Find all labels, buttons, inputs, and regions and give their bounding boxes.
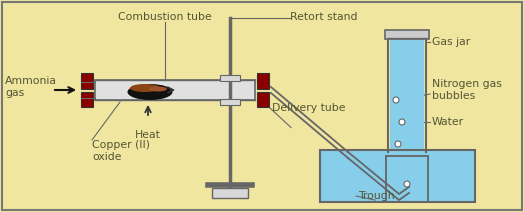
Text: Gas jar: Gas jar — [432, 37, 470, 47]
Text: Combustion tube: Combustion tube — [118, 12, 212, 22]
Bar — [220, 75, 240, 81]
Text: Nitrogen gas
bubbles: Nitrogen gas bubbles — [432, 79, 502, 101]
Bar — [390, 38, 424, 152]
Text: Retort stand: Retort stand — [290, 12, 357, 22]
Circle shape — [395, 141, 401, 147]
Ellipse shape — [127, 84, 172, 100]
Bar — [257, 73, 269, 89]
Text: Delivery tube: Delivery tube — [272, 103, 345, 113]
Text: Trough: Trough — [358, 191, 395, 201]
Bar — [257, 92, 269, 107]
Bar — [320, 150, 475, 202]
Circle shape — [399, 119, 405, 125]
Bar — [81, 92, 93, 107]
Ellipse shape — [149, 86, 167, 92]
Text: Copper (II)
oxide: Copper (II) oxide — [92, 140, 150, 162]
Bar — [385, 30, 429, 39]
Circle shape — [404, 181, 410, 187]
Ellipse shape — [130, 84, 160, 92]
Text: Water: Water — [432, 117, 464, 127]
Text: Heat: Heat — [135, 130, 161, 140]
Bar — [212, 188, 248, 198]
Text: Ammonia
gas: Ammonia gas — [5, 76, 57, 98]
Bar — [220, 99, 240, 105]
Bar — [95, 80, 255, 100]
Bar — [81, 73, 93, 89]
Bar — [320, 150, 475, 202]
Circle shape — [393, 97, 399, 103]
